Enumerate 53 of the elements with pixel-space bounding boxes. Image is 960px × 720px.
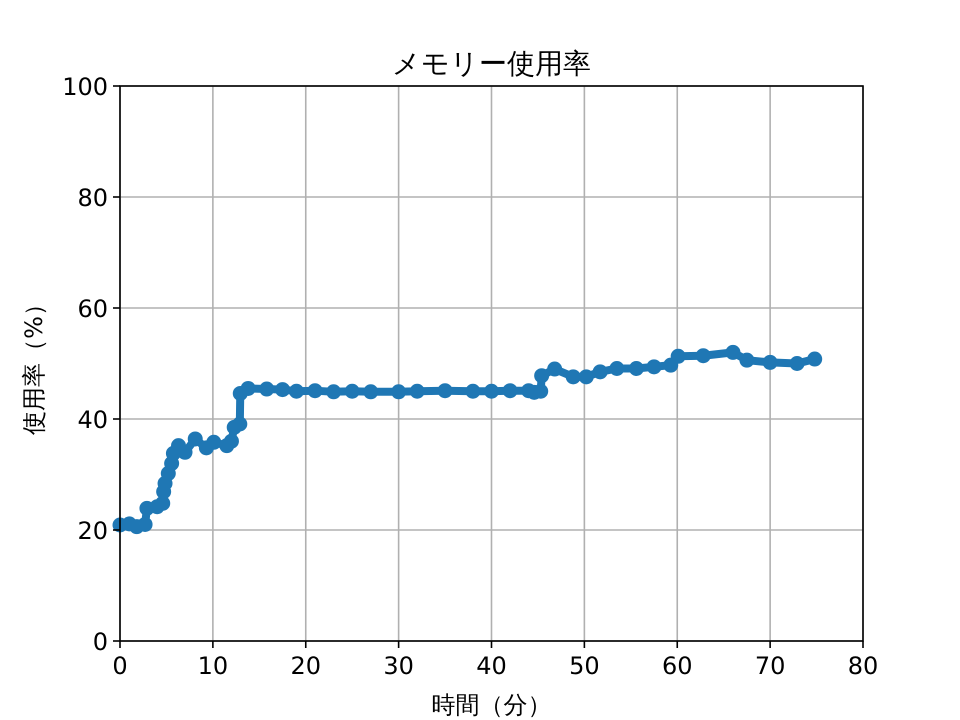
chart-title: メモリー使用率 (392, 47, 591, 80)
point (502, 383, 518, 398)
point (288, 384, 304, 399)
x-tick-label: 60 (662, 652, 693, 680)
point (178, 444, 193, 460)
x-tick-label: 40 (476, 652, 507, 680)
point (609, 360, 624, 376)
point (363, 384, 378, 400)
y-tick-label: 60 (77, 295, 108, 323)
point (592, 364, 608, 380)
point (696, 348, 711, 364)
point (566, 369, 581, 384)
y-tick-label: 40 (77, 406, 108, 434)
point (725, 344, 740, 360)
y-tick-label: 20 (77, 517, 108, 545)
point (762, 354, 778, 370)
point (807, 352, 822, 367)
point (188, 431, 203, 446)
x-tick-label: 70 (754, 652, 786, 680)
point (232, 416, 248, 432)
point (534, 368, 550, 384)
point (628, 360, 644, 376)
point (308, 383, 323, 398)
point (326, 384, 342, 400)
x-tick-label: 10 (198, 652, 228, 680)
y-tick-label: 0 (92, 628, 108, 656)
x-tick-label: 20 (290, 652, 322, 680)
y-tick-label: 100 (62, 73, 108, 101)
point (224, 434, 239, 449)
point (259, 382, 274, 397)
point (438, 383, 453, 398)
x-tick-label: 80 (848, 652, 878, 680)
point (410, 384, 425, 399)
x-tick-label: 0 (112, 652, 128, 680)
point (344, 384, 360, 399)
point (391, 384, 406, 400)
point (206, 434, 222, 450)
y-tick-label: 80 (77, 184, 108, 212)
point (646, 359, 662, 374)
x-tick-label: 50 (569, 652, 600, 680)
point (790, 356, 805, 371)
x-tick-label: 30 (383, 652, 414, 680)
point (670, 348, 686, 364)
y-axis-title: 使用率（%） (20, 292, 48, 435)
point (275, 382, 290, 398)
point (138, 516, 153, 532)
point (240, 380, 256, 396)
x-axis-title: 時間（分） (432, 691, 552, 719)
point (547, 362, 562, 377)
point (465, 384, 480, 399)
point (578, 369, 594, 384)
point (739, 352, 754, 368)
point (484, 384, 499, 399)
